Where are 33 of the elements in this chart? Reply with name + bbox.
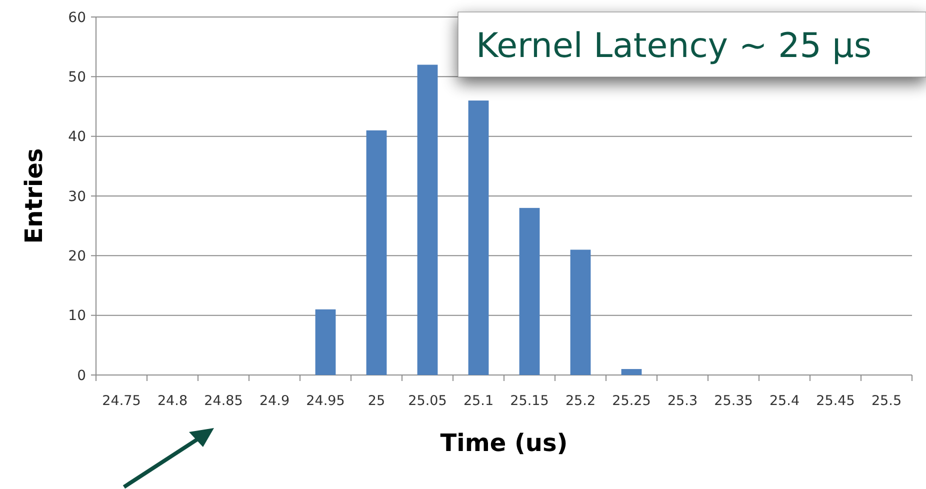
bar xyxy=(315,309,336,375)
bar xyxy=(468,100,489,375)
bar xyxy=(366,130,387,375)
x-tick-label: 24.75 xyxy=(102,393,141,409)
bar xyxy=(570,250,591,375)
bar xyxy=(417,64,438,375)
x-axis-title: Time (us) xyxy=(440,429,568,457)
x-tick-label: 25.1 xyxy=(463,393,494,409)
x-tick-label: 25.2 xyxy=(565,393,596,409)
x-tick-label: 24.9 xyxy=(259,393,290,409)
y-tick-label: 50 xyxy=(68,70,86,86)
x-tick-label: 25 xyxy=(368,393,386,409)
x-tick-label: 25.35 xyxy=(714,393,753,409)
x-tick-label: 25.15 xyxy=(510,393,549,409)
x-tick-label: 24.8 xyxy=(157,393,188,409)
x-tick-label: 25.05 xyxy=(408,393,447,409)
bar xyxy=(519,208,540,375)
y-tick-label: 10 xyxy=(68,308,86,324)
x-tick-label: 25.25 xyxy=(612,393,651,409)
y-tick-label: 60 xyxy=(68,10,86,26)
x-tick-label: 24.95 xyxy=(306,393,345,409)
y-tick-label: 30 xyxy=(68,188,86,205)
x-tick-label: 25.4 xyxy=(769,393,800,409)
y-tick-label: 20 xyxy=(68,248,86,265)
chart-title: Kernel Latency ~ 25 µs xyxy=(476,26,872,66)
x-tick-label: 25.3 xyxy=(667,393,698,409)
x-tick-label: 25.45 xyxy=(816,393,855,409)
x-tick-label: 24.85 xyxy=(204,393,243,409)
y-tick-label: 40 xyxy=(68,129,86,146)
bar xyxy=(621,369,642,375)
y-tick-label: 0 xyxy=(77,368,86,384)
y-axis-title: Entries xyxy=(20,148,48,244)
x-tick-label: 25.5 xyxy=(871,393,902,409)
